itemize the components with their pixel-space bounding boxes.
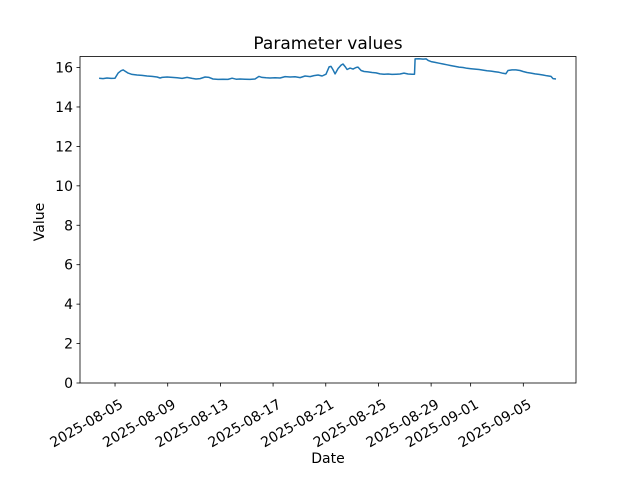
y-tick-label: 16 bbox=[55, 61, 73, 77]
y-tick-label: 2 bbox=[64, 337, 73, 353]
plot-frame bbox=[79, 56, 577, 384]
y-tick-label: 0 bbox=[64, 376, 73, 392]
data-line bbox=[99, 57, 557, 81]
x-axis-label: Date bbox=[311, 451, 344, 467]
y-tick-label: 4 bbox=[64, 297, 73, 313]
y-tick-label: 14 bbox=[55, 100, 73, 116]
x-axis-ticks: 2025-08-052025-08-092025-08-132025-08-17… bbox=[48, 383, 534, 451]
y-axis-label: Value bbox=[32, 203, 48, 241]
y-tick-label: 12 bbox=[55, 139, 73, 155]
y-tick-label: 6 bbox=[64, 258, 73, 274]
y-tick-label: 10 bbox=[55, 179, 73, 195]
chart-title: Parameter values bbox=[253, 34, 402, 54]
y-tick-label: 8 bbox=[64, 218, 73, 234]
y-axis-ticks: 0 2 4 6 8 10 12 14 16 bbox=[55, 61, 80, 392]
